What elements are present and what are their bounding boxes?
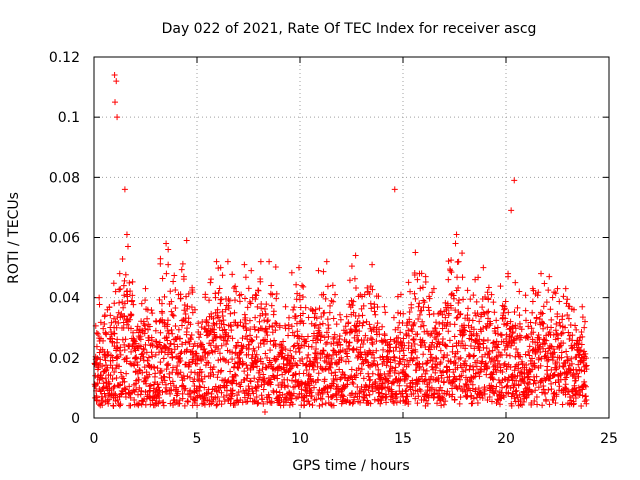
data-point xyxy=(144,357,151,364)
data-point xyxy=(538,270,545,277)
data-point xyxy=(505,270,512,277)
x-axis-label: GPS time / hours xyxy=(292,458,409,474)
data-point xyxy=(120,282,127,289)
data-point xyxy=(124,243,131,250)
data-point xyxy=(183,237,190,244)
data-point xyxy=(270,387,277,394)
data-point xyxy=(562,285,569,292)
x-axis-ticks: 0 5 10 15 20 25 xyxy=(90,57,618,447)
data-point xyxy=(112,288,119,295)
data-point xyxy=(241,261,248,268)
data-point xyxy=(422,273,429,280)
data-point xyxy=(249,294,256,301)
y-tick-label: 0.08 xyxy=(49,170,80,186)
data-point xyxy=(121,186,128,193)
x-tick-label: 0 xyxy=(90,431,99,447)
data-point xyxy=(152,351,159,358)
x-tick-label: 10 xyxy=(291,431,309,447)
data-point xyxy=(486,354,493,361)
data-point xyxy=(282,303,289,310)
y-tick-label: 0.04 xyxy=(49,291,80,307)
data-point xyxy=(472,276,479,283)
data-point xyxy=(115,309,122,316)
plot-frame xyxy=(93,56,610,419)
data-point xyxy=(261,408,268,415)
data-point xyxy=(158,300,165,307)
data-point xyxy=(397,291,404,298)
data-point xyxy=(131,396,138,403)
data-point xyxy=(112,99,119,106)
data-point xyxy=(266,258,273,265)
data-point xyxy=(500,393,507,400)
data-point xyxy=(511,177,518,184)
data-point xyxy=(119,336,126,343)
data-point xyxy=(142,285,149,292)
y-tick-label: 0.1 xyxy=(58,110,80,126)
data-point xyxy=(128,348,135,355)
data-point xyxy=(512,279,519,286)
data-point xyxy=(323,258,330,265)
data-point xyxy=(412,249,419,256)
data-point xyxy=(554,285,561,292)
data-point xyxy=(332,291,339,298)
y-axis-ticks: 0 0.02 0.04 0.06 0.08 0.1 0.12 xyxy=(49,50,609,427)
data-point xyxy=(315,267,322,274)
x-tick-label: 15 xyxy=(394,431,412,447)
data-point xyxy=(480,264,487,271)
data-point xyxy=(391,186,398,193)
data-point xyxy=(116,270,123,277)
data-point xyxy=(233,288,240,295)
data-point xyxy=(136,366,143,373)
data-point xyxy=(566,393,573,400)
data-point xyxy=(430,285,437,292)
data-point xyxy=(113,78,120,85)
data-point xyxy=(253,393,260,400)
y-tick-label: 0.02 xyxy=(49,351,80,367)
data-point xyxy=(218,342,225,349)
data-point xyxy=(165,261,172,268)
data-point xyxy=(220,393,227,400)
data-point xyxy=(533,393,540,400)
data-point xyxy=(224,258,231,265)
data-point xyxy=(163,240,170,247)
data-point xyxy=(420,366,427,373)
data-point xyxy=(445,276,452,283)
x-tick-label: 20 xyxy=(497,431,515,447)
data-point xyxy=(546,273,553,280)
data-point xyxy=(117,351,124,358)
data-point xyxy=(305,351,312,358)
chart-title: Day 022 of 2021, Rate Of TEC Index for r… xyxy=(162,21,537,37)
data-point xyxy=(213,258,220,265)
y-tick-label: 0.12 xyxy=(49,50,80,66)
data-point xyxy=(381,303,388,310)
data-point xyxy=(352,252,359,259)
data-point xyxy=(299,282,306,289)
data-point xyxy=(216,324,223,331)
data-point xyxy=(229,387,236,394)
data-point xyxy=(579,303,586,310)
data-point xyxy=(369,261,376,268)
data-point xyxy=(414,276,421,283)
data-point xyxy=(207,279,214,286)
data-point xyxy=(488,291,495,298)
y-axis-label: ROTI / TECUs xyxy=(6,192,22,284)
data-point xyxy=(453,231,460,238)
x-tick-label: 5 xyxy=(193,431,202,447)
y-tick-label: 0.06 xyxy=(49,231,80,247)
x-tick-label: 25 xyxy=(600,431,618,447)
data-point xyxy=(114,114,121,121)
data-point xyxy=(123,231,130,238)
data-point xyxy=(494,357,501,364)
data-point xyxy=(295,264,302,271)
data-point xyxy=(96,294,103,301)
data-points xyxy=(91,72,590,415)
data-point-cloud xyxy=(91,246,590,409)
data-point xyxy=(452,240,459,247)
data-point xyxy=(508,207,515,214)
data-point xyxy=(111,72,118,79)
y-tick-label: 0 xyxy=(71,411,80,427)
data-point xyxy=(257,258,264,265)
data-point xyxy=(449,348,456,355)
